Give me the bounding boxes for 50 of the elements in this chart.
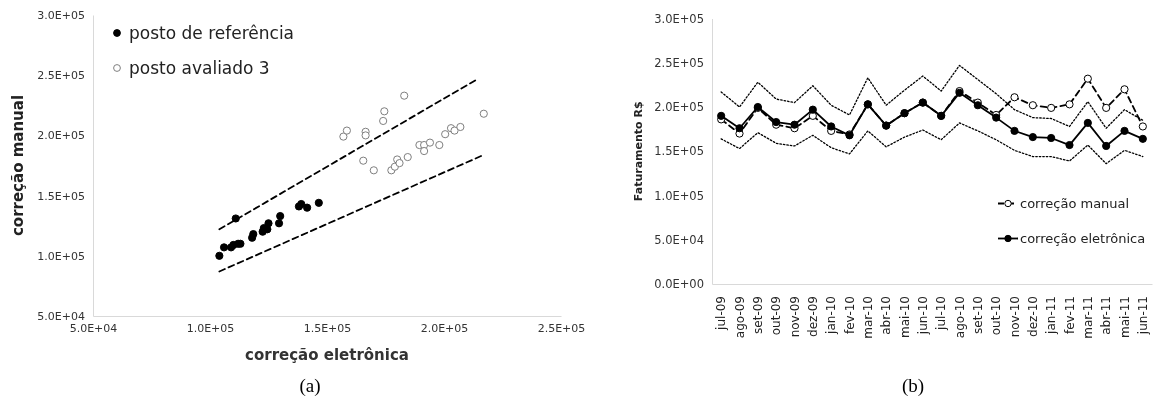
x-tick-label: mar-11	[1081, 296, 1096, 339]
legend-label: posto de referência	[129, 22, 295, 43]
y-tick-label: 1.5E+05	[37, 189, 85, 203]
y-tick-label: 0.0E+00	[654, 277, 704, 292]
legend-label: posto avaliado 3	[129, 57, 270, 78]
x-tick-label: fev-10	[842, 296, 857, 334]
y-tick-label: 2.0E+05	[37, 129, 85, 143]
x-tick-label: 1.0E+05	[186, 321, 235, 335]
x-tick-label: mai-10	[897, 296, 912, 338]
x-tick-label: ago-10	[952, 296, 967, 339]
x-tick-label: mar-10	[861, 296, 876, 339]
x-tick-label: 2.0E+05	[420, 321, 469, 335]
text: (a)	[299, 375, 321, 397]
x-tick-label: jan-11	[1044, 296, 1059, 335]
y-tick-label: 2.5E+05	[654, 55, 704, 70]
x-tick-label: dez-09	[806, 296, 821, 337]
y-tick-label: 3.0E+05	[654, 11, 704, 26]
x-tick-label: abr-11	[1099, 296, 1114, 335]
x-tick-label: out-10	[989, 296, 1004, 336]
legend-label: correção eletrônica	[1020, 231, 1146, 247]
text: (b)	[901, 375, 925, 397]
x-tick-label: jan-10	[824, 296, 839, 335]
x-tick-label: set-09	[751, 296, 766, 334]
y-tick-label: 1.0E+05	[654, 188, 704, 203]
y-tick-label: 1.0E+05	[37, 249, 85, 263]
y-tick-label: 3.0E+05	[37, 9, 85, 23]
legend-label: correção manual	[1020, 196, 1130, 212]
y-tick-label: 5.0E+04	[654, 232, 704, 247]
x-tick-label: dez-10	[1026, 296, 1041, 337]
x-tick-label: abr-10	[879, 296, 894, 335]
x-tick-label: set-10	[971, 296, 986, 334]
x-tick-label: jul-09	[714, 296, 729, 331]
y-tick-label: 1.5E+05	[654, 144, 704, 159]
x-tick-label: jun-11	[1136, 296, 1151, 336]
x-tick-label: fev-11	[1062, 296, 1077, 334]
y-tick-label: 2.5E+05	[37, 69, 85, 83]
x-tick-label: nov-10	[1007, 296, 1022, 338]
x-tick-label: out-09	[769, 296, 784, 336]
x-tick-label: jun-10	[916, 296, 931, 336]
x-tick-label: ago-09	[732, 296, 747, 339]
y-axis-title: Faturamento R$	[631, 101, 645, 202]
y-tick-label: 2.0E+05	[654, 100, 704, 115]
x-axis-title: correção eletrônica	[245, 346, 409, 364]
x-tick-label: 2.5E+05	[537, 321, 586, 335]
x-tick-label: 5.0E+04	[69, 321, 118, 335]
x-tick-label: 1.5E+05	[303, 321, 352, 335]
x-tick-label: mai-11	[1117, 296, 1132, 338]
y-axis-title: correção manual	[9, 94, 28, 237]
x-tick-label: jul-10	[934, 296, 949, 331]
x-tick-label: nov-09	[787, 296, 802, 338]
